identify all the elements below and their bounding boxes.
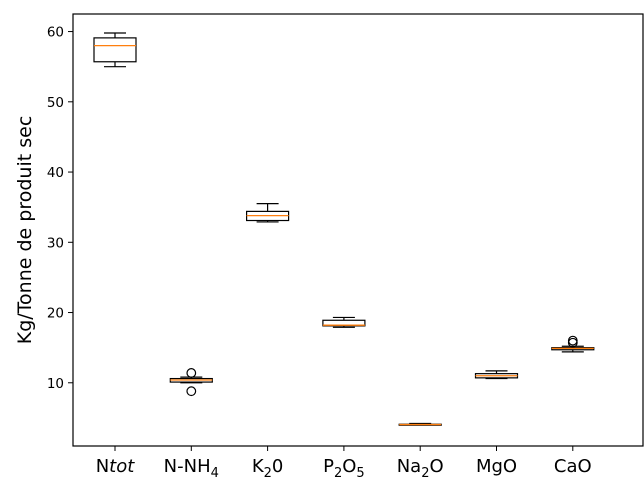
outlier-point [186,368,197,378]
x-category-label-nnh4: N-NH4 [164,456,219,477]
y-axis-label: Kg/Tonne de produit sec [14,116,36,345]
box-nnh4 [169,368,213,397]
category-label-subscript: 2 [264,466,272,477]
category-label-after: 0 [272,456,283,477]
category-label-after: O [342,456,356,477]
category-label-subscript-2: 5 [356,466,364,477]
category-label-after: O [430,456,444,477]
y-tick-label: 50 [47,95,64,111]
category-label-italic: tot [109,456,135,477]
x-category-label-mgo: MgO [476,456,517,477]
category-label-main: K [252,456,265,477]
category-label-main: N [96,456,109,477]
box-iqr [93,37,137,63]
plot-area [72,13,644,447]
outlier-point [186,386,197,397]
category-label-main: N-NH [164,456,211,477]
box-k2o [246,203,290,223]
category-label-main: CaO [554,456,592,477]
axes-frame [72,13,644,447]
x-category-label-na2o: Na2O [397,456,444,477]
box-ntot [93,32,137,68]
x-category-label-ntot: Ntot [96,456,136,477]
y-axis: 10 20 30 40 50 60 [47,25,73,392]
box-cao [551,335,595,353]
box-iqr [322,319,366,327]
y-tick-label: 60 [47,25,64,41]
box-na2o [398,422,442,426]
category-label-subscript: 2 [421,466,429,477]
box-p2o5 [322,316,366,328]
x-category-label-p2o5: P2O5 [323,456,365,477]
y-tick-label: 40 [47,165,64,181]
x-category-label-k2o: K20 [252,456,284,477]
y-tick-label: 10 [47,376,64,392]
category-label-main: MgO [476,456,517,477]
y-tick-label: 30 [47,235,64,251]
category-label-main: Na [397,456,422,477]
category-label-main: P [323,456,334,477]
category-label-subscript: 2 [334,466,342,477]
box-mgo [474,370,519,380]
x-category-label-cao: CaO [554,456,592,477]
outlier-point [567,335,578,346]
category-label-subscript: 4 [211,466,219,477]
x-axis: Ntot N-NH4 K20 P2O5 Na2O MgO CaO [96,446,592,477]
y-tick-label: 20 [47,306,64,322]
